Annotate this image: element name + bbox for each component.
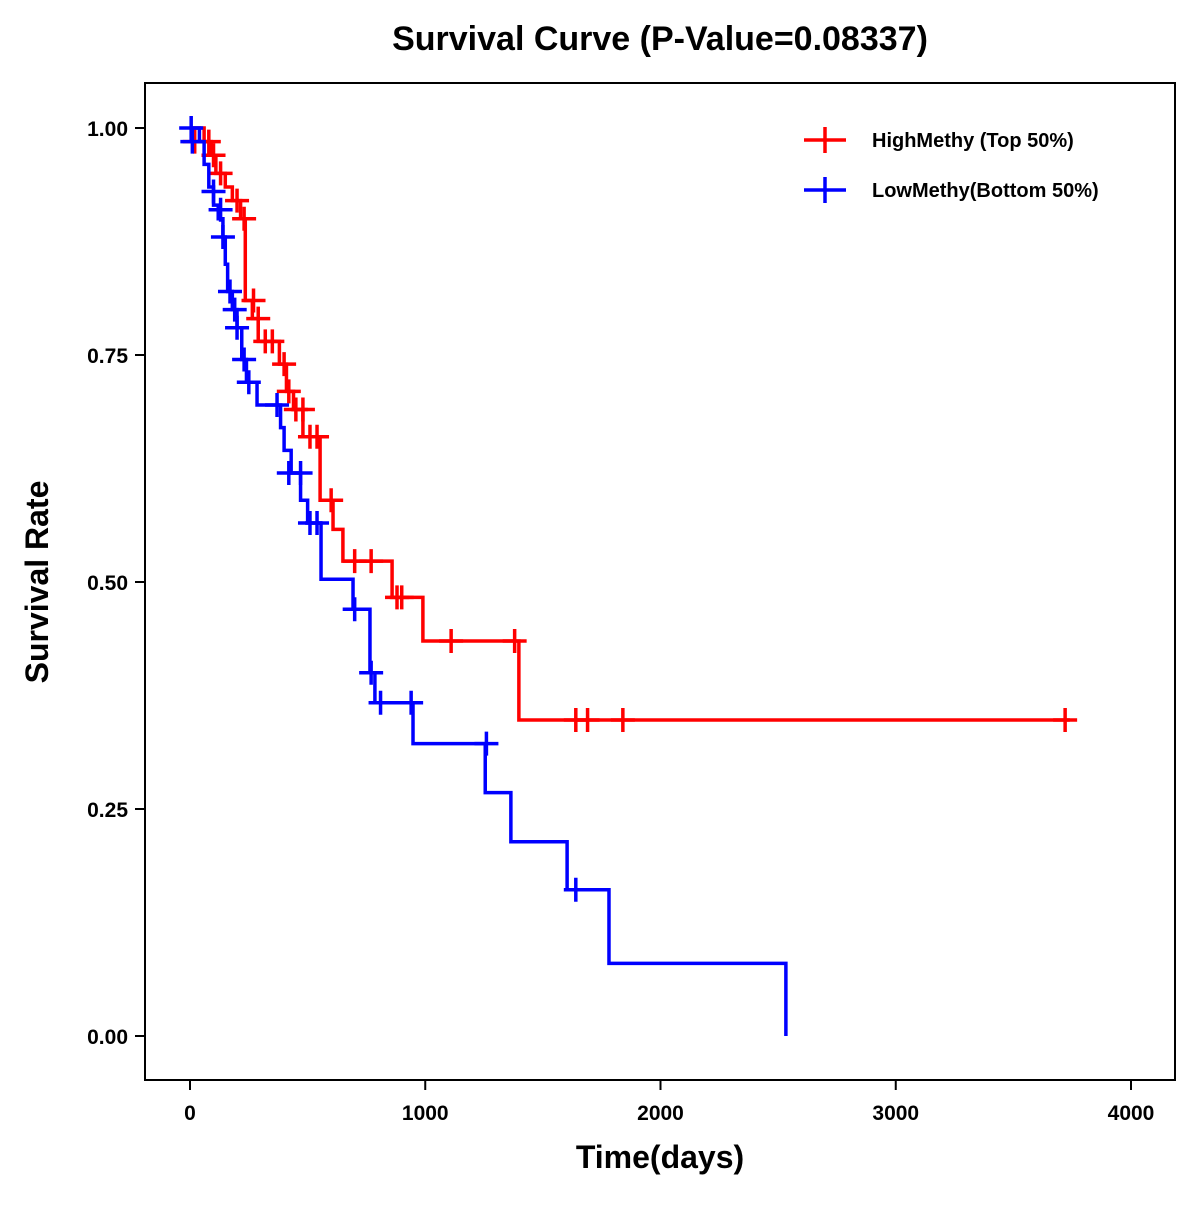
- y-tick-label: 0.75: [87, 345, 128, 368]
- censor-mark: [563, 877, 588, 902]
- censor-mark: [180, 129, 205, 154]
- censor-mark: [232, 347, 257, 372]
- censor-mark: [246, 306, 271, 331]
- censor-mark: [225, 315, 250, 340]
- censor-mark: [217, 279, 242, 304]
- censor-mark: [290, 397, 315, 422]
- censor-mark: [305, 424, 330, 449]
- legend-marker-icon: [804, 127, 846, 153]
- censor-mark: [359, 549, 384, 574]
- censor-mark: [389, 585, 414, 610]
- censor-mark: [272, 352, 297, 377]
- survival-curve-high: [190, 126, 1070, 722]
- legend-label: LowMethy(Bottom 50%): [872, 180, 1099, 202]
- x-tick-label: 2000: [637, 1102, 684, 1125]
- censor-mark: [319, 488, 344, 513]
- chart-title: Survival Curve (P-Value=0.08337): [392, 20, 928, 58]
- survival-curve-low: [190, 126, 788, 1036]
- censor-mark: [288, 461, 313, 486]
- x-tick-label: 4000: [1108, 1102, 1155, 1125]
- censor-mark: [439, 629, 464, 654]
- censor-mark: [222, 297, 247, 322]
- x-tick-label: 1000: [402, 1102, 449, 1125]
- censor-mark: [502, 629, 527, 654]
- y-tick-label: 0.00: [87, 1026, 128, 1049]
- censor-mark: [368, 690, 393, 715]
- censor-mark: [342, 597, 367, 622]
- censor-mark: [201, 179, 226, 204]
- censor-mark: [265, 392, 290, 417]
- censor-mark: [610, 708, 635, 733]
- censor-mark: [225, 188, 250, 213]
- y-tick-label: 0.50: [87, 572, 128, 595]
- x-tick-label: 3000: [872, 1102, 919, 1125]
- censor-mark: [236, 370, 261, 395]
- y-tick-label: 1.00: [87, 118, 128, 141]
- censor-mark: [575, 708, 600, 733]
- censor-mark: [359, 660, 384, 685]
- y-axis-label: Survival Rate: [19, 481, 55, 684]
- censor-mark: [399, 690, 424, 715]
- censor-mark: [1053, 708, 1078, 733]
- censor-mark: [241, 288, 266, 313]
- y-tick-label: 0.25: [87, 799, 128, 822]
- legend-label: HighMethy (Top 50%): [872, 130, 1074, 152]
- plot-frame: [144, 82, 1176, 1081]
- censor-mark: [208, 161, 233, 186]
- censor-mark: [210, 224, 235, 249]
- censor-mark: [232, 206, 257, 231]
- censor-mark: [260, 329, 285, 354]
- legend-marker-icon: [804, 177, 846, 203]
- x-tick-label: 0: [184, 1102, 196, 1125]
- censor-mark: [276, 379, 301, 404]
- censor-mark: [305, 510, 330, 535]
- x-axis-label: Time(days): [576, 1139, 744, 1175]
- censor-mark: [474, 731, 499, 756]
- censor-mark: [208, 197, 233, 222]
